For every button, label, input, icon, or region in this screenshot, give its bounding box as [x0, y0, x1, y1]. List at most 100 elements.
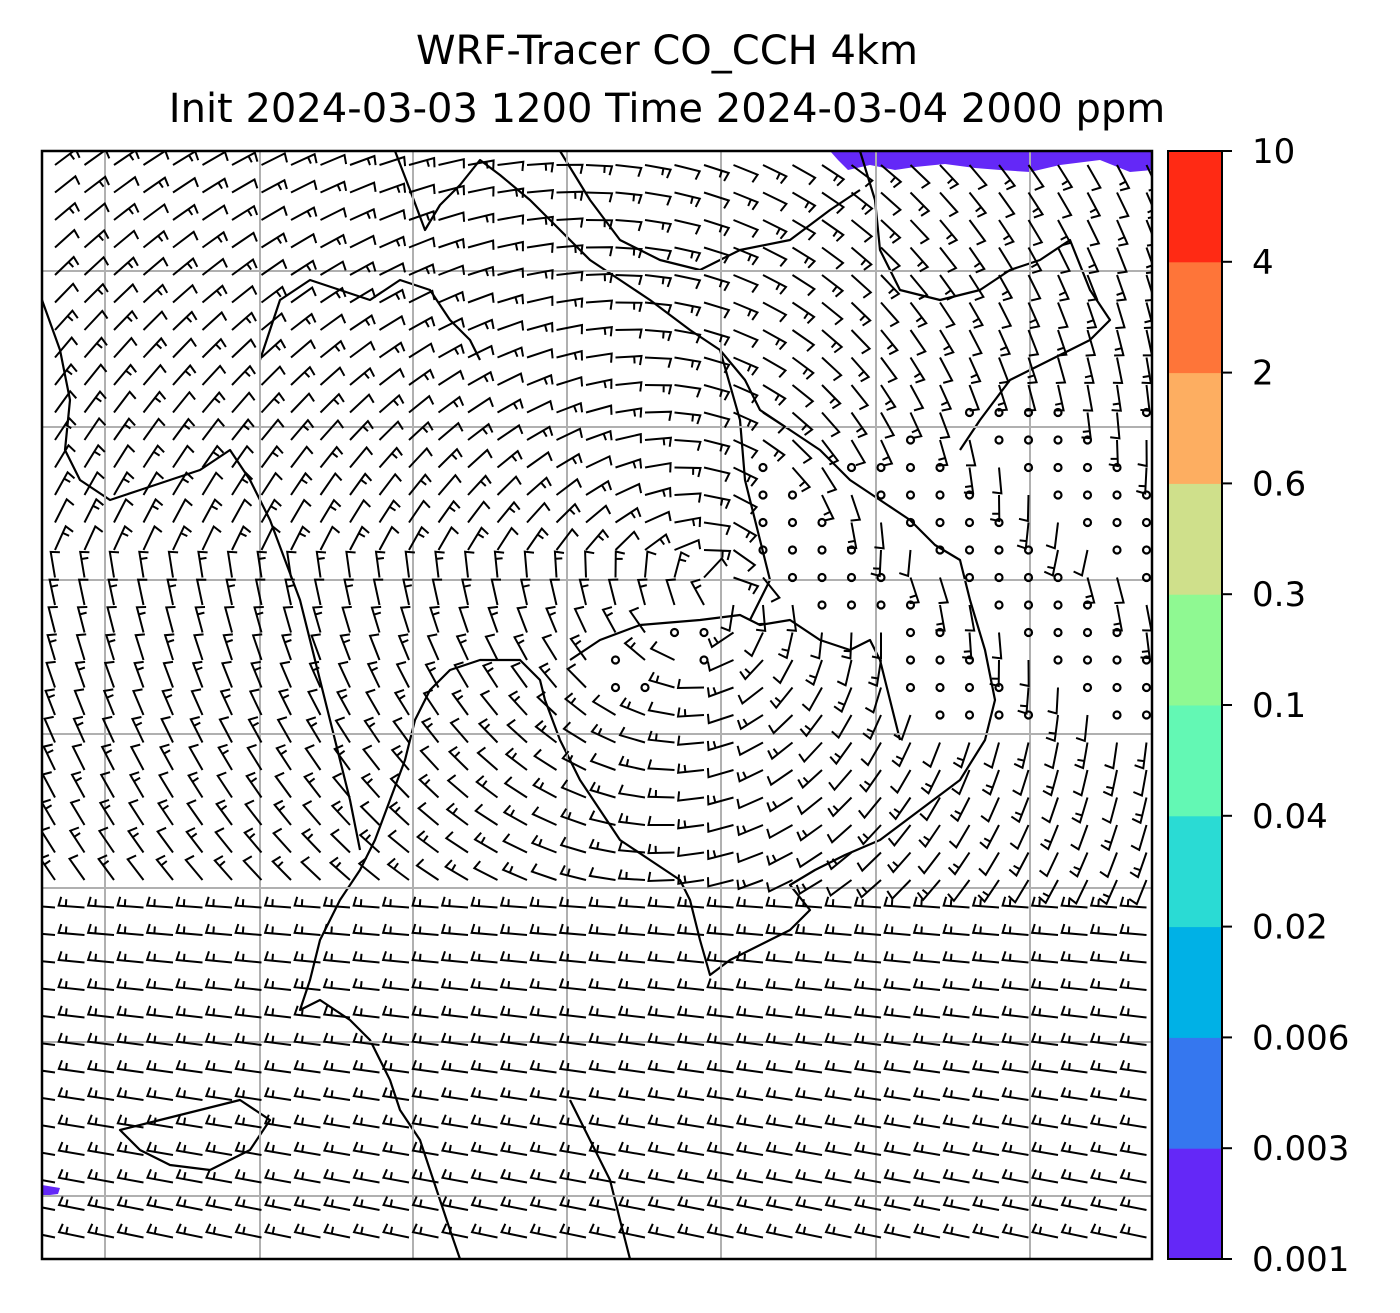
- wind-barb: [281, 633, 292, 661]
- wind-barb: [290, 179, 318, 194]
- wind-barb: [558, 950, 587, 964]
- wind-barb: [470, 978, 498, 991]
- wind-barb: [467, 474, 492, 496]
- wind-barb: [706, 978, 734, 991]
- wind-barb: [455, 633, 469, 661]
- wind-barb: [636, 578, 648, 606]
- wind-barb: [234, 1141, 262, 1156]
- wind-barb: [136, 578, 148, 606]
- wind-barb: [998, 164, 1017, 191]
- wind-barb: [529, 1087, 557, 1101]
- wind-barb: [677, 874, 705, 885]
- wind-barb: [1045, 714, 1059, 743]
- wind-barb: [307, 688, 322, 716]
- wind-barb: [736, 796, 764, 810]
- calm-marker: [610, 682, 621, 693]
- wind-barb: [381, 950, 410, 964]
- wind-barb: [331, 772, 351, 799]
- calm-marker: [935, 682, 945, 693]
- calm-marker: [1112, 462, 1122, 473]
- wind-barb: [912, 1087, 941, 1101]
- wind-barb: [555, 477, 583, 496]
- wind-barb: [980, 797, 1000, 823]
- wind-barb: [204, 1032, 233, 1046]
- wind-barb: [440, 1168, 469, 1184]
- wind-barb: [676, 763, 705, 774]
- wind-barb: [86, 1032, 115, 1046]
- wind-barb: [569, 634, 587, 661]
- wind-barb: [263, 1168, 292, 1184]
- wind-barb: [54, 389, 78, 414]
- wind-barb: [411, 1087, 439, 1101]
- wind-barb: [585, 191, 614, 203]
- wind-barb: [201, 257, 228, 276]
- wind-barb: [113, 417, 136, 441]
- wind-barb: [510, 661, 528, 689]
- wind-barb: [766, 824, 793, 840]
- wind-barb: [145, 950, 174, 964]
- wind-barb: [532, 777, 557, 799]
- wind-barb: [1112, 357, 1124, 385]
- wind-barb: [979, 824, 1000, 850]
- wind-barb: [706, 1059, 734, 1074]
- wind-barb: [971, 950, 1000, 964]
- wind-barb: [83, 416, 107, 441]
- wind-barb: [470, 1087, 498, 1101]
- wind-barb: [858, 796, 882, 820]
- calm-marker: [1023, 572, 1034, 583]
- wind-barb: [617, 812, 646, 826]
- wind-barb: [146, 1223, 174, 1239]
- wind-barb: [133, 660, 145, 688]
- wind-barb: [794, 896, 823, 909]
- wind-barb: [850, 439, 867, 467]
- wind-barb: [558, 1114, 587, 1129]
- wind-barb: [733, 384, 759, 404]
- calm-marker: [935, 655, 945, 665]
- wind-barb: [617, 784, 646, 799]
- wind-barb: [909, 412, 923, 440]
- wind-barb: [349, 234, 377, 249]
- wind-barb: [821, 219, 845, 242]
- wind-barb: [674, 191, 702, 208]
- wind-barb: [607, 578, 619, 606]
- wind-barb: [467, 370, 495, 386]
- wind-barb: [175, 1087, 203, 1101]
- wind-barb: [523, 550, 535, 578]
- wind-barb: [497, 346, 525, 359]
- wind-barb: [703, 466, 731, 483]
- wind-barb: [172, 283, 198, 304]
- wind-barb: [260, 471, 283, 496]
- wind-barb: [677, 1141, 705, 1156]
- wind-barb: [588, 950, 616, 964]
- wind-barb: [263, 1005, 292, 1019]
- wind-barb: [556, 375, 584, 387]
- wind-barb: [942, 1032, 970, 1046]
- wind-barb: [254, 578, 266, 606]
- calm-marker: [1112, 655, 1122, 665]
- wind-barb: [204, 896, 233, 909]
- wind-barb: [585, 528, 610, 551]
- wind-barb: [1041, 797, 1059, 824]
- wind-barb: [880, 356, 898, 384]
- wind-barb: [500, 1141, 528, 1156]
- wind-barb: [453, 661, 469, 689]
- wind-barb: [145, 1087, 174, 1101]
- wind-barb: [301, 800, 322, 826]
- wind-barb: [674, 439, 702, 451]
- wind-barb: [300, 856, 322, 881]
- wind-barb: [1136, 467, 1148, 495]
- wind-barb: [175, 1114, 203, 1129]
- wind-barb: [1031, 1223, 1059, 1239]
- wind-barb: [765, 896, 793, 909]
- wind-barb: [260, 311, 287, 331]
- wind-barb: [1110, 412, 1121, 440]
- wind-barb: [821, 466, 838, 494]
- wind-barb: [676, 707, 705, 718]
- wind-barb: [762, 576, 781, 603]
- wind-barb: [676, 735, 705, 746]
- wind-barb: [142, 176, 170, 194]
- wind-barb: [555, 502, 581, 524]
- wind-barb: [828, 769, 853, 792]
- wind-barb: [142, 417, 166, 441]
- wind-barb: [736, 824, 764, 837]
